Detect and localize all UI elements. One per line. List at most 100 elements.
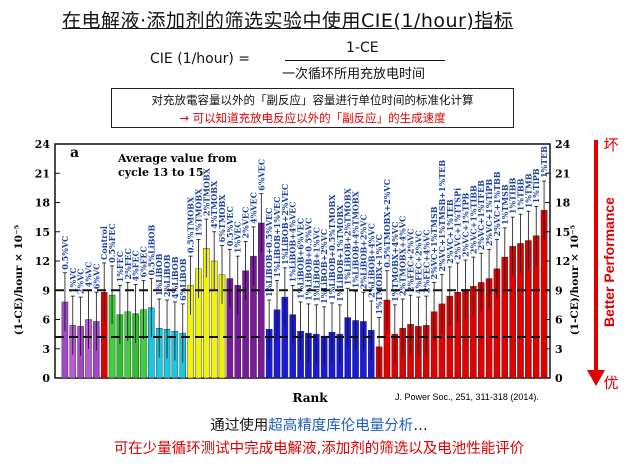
bar-label: 0.5%TMOBX [186, 196, 196, 253]
formula-denominator: 一次循环所用充放电时间 [282, 67, 426, 82]
y-tick-label-right: 3 [555, 343, 563, 356]
note-box: 对充放電容量以外的「副反应」容量进行单位时间的标准化计算 → 可以知道充放电反应… [111, 88, 514, 128]
bar-label: 1%LiBOB+4%VEC [288, 201, 298, 282]
bar-label: 1%LiBOB+1%TMOBX [335, 204, 345, 302]
page-title: 在电解液·添加剂的筛选实验中使用CIE(1/hour)指标 [62, 10, 514, 32]
footer-line2: 可在少量循环测试中完成电解液,添加剂的筛选以及电池性能评价 [113, 441, 525, 457]
x-axis-label: Rank [292, 391, 328, 405]
footer-suffix: … [413, 418, 428, 434]
y-tick-label-left: 9 [42, 284, 50, 297]
y-tick-label-left: 6 [42, 314, 50, 327]
bar-label: 2%VC+1%TBB [492, 171, 502, 236]
bar-label: 1%TMOBX [193, 188, 203, 237]
bar-label: 1%TBB [516, 178, 526, 211]
cie-bar-chart: 0.5%VC1%VC2%VC4%VC6%VC Control0.5%FEC1%FE… [13, 136, 619, 405]
bar-label: 1%LiBOB+0.5%VC [303, 218, 313, 301]
bar-label: 0.5%TMOBX+2%VC [382, 179, 392, 268]
chart-annotation-line2: cycle 13 to 15 [118, 166, 204, 179]
bar-label: 2%TMOBX [201, 167, 211, 216]
bar-label: 1%LiBOB+4%TMOBX [351, 190, 361, 288]
bar-label: 1%TEB [539, 146, 549, 178]
bar-label: 1%TMSB [500, 184, 510, 225]
bar-label: 1%TiPB [531, 168, 541, 203]
y-tick-label-right: 15 [555, 226, 570, 239]
footer-highlight: 超高精度库伦电量分析 [268, 418, 414, 434]
bar-label: 2%VC [76, 268, 86, 294]
y-tick-label-right: 6 [555, 314, 563, 327]
panel-label: a [70, 145, 79, 161]
bar-label: 2%VC+1%TFEB [476, 180, 486, 250]
y-tick-label-right: 9 [555, 284, 563, 297]
arrow-label: Better Performance [601, 197, 617, 327]
y-axis-label-left: (1-CE)/hour × 10⁻⁵ [13, 224, 25, 335]
footer-line1: 通过使用超高精度库伦电量分析… [0, 414, 638, 435]
bar-label: 1%TIBB [508, 178, 518, 215]
bar-label: 4%FEC+2%VC [413, 230, 423, 294]
note-line1: 对充放電容量以外的「副反应」容量进行单位时间的标准化计算 [151, 93, 474, 107]
bar-label: 1%VC [68, 267, 78, 293]
bar-label: 2%VC+1%TIBB [468, 185, 478, 254]
bar-label: 1%LiBOB [154, 253, 164, 296]
bar-label: 6%FEC [138, 246, 148, 277]
bar-label: 1%LiBOB+0.5%VEC [264, 208, 274, 297]
bar-label: 1%VEC [233, 221, 243, 253]
bar-label: 0.5%LiBOB [146, 224, 156, 275]
y-tick-label-left: 3 [42, 343, 50, 356]
bar-label: 4%TMOBX [209, 180, 219, 229]
better-performance-arrow: 坏 Better Performance 优 [587, 136, 619, 392]
bar-label: 6%TMOBX [217, 194, 227, 243]
y-tick-label-left: 15 [35, 226, 50, 239]
bar-label: 2%FEC+4%VC [421, 229, 431, 293]
bar-label: 4%VC [83, 262, 93, 288]
bar-label: 1%TMB [523, 173, 533, 208]
bar-label: 1%TMOBX+1%VC [374, 234, 384, 314]
fraction-bar [285, 60, 445, 61]
y-axis-label-right: (1-CE)/hour × 10⁻⁵ [569, 224, 581, 335]
citation: J. Power Soc., 251, 311-318 (2014). [395, 392, 539, 402]
bar-label: 0.5%VC [60, 236, 70, 270]
bar-label: 1%LiBOB+1%VC [311, 227, 321, 302]
y-tick-label-right: 0 [555, 372, 563, 385]
bar-label: Control [99, 226, 109, 260]
bar-label: 0.5%FEC [107, 223, 117, 263]
bar-label: 2%LiBOB+2%VC [358, 214, 368, 289]
bar-label: 0.5%VEC [225, 206, 235, 246]
bar-label: 1%LiBOB+2%TMOBX [343, 187, 353, 285]
bar-label: 2%VC+1%TTSPi [453, 188, 463, 260]
y-tick-label-right: 18 [555, 197, 571, 210]
bar-label: 1%LiBOB+1%VEC [272, 196, 282, 277]
bar-label: 2%FEC [123, 248, 133, 279]
bar-label: 6%VEC [256, 159, 266, 191]
bar-label: 2%VC+1%TPB [461, 192, 471, 257]
bar-label: 6%VC [91, 263, 101, 289]
bar-label: 2%VC+1%TEB [445, 199, 455, 264]
arrow-bottom-label: 优 [603, 374, 618, 392]
y-tick-label-right: 24 [555, 138, 571, 151]
bar-label: 4%VEC [248, 192, 258, 224]
bar-label: 2%VEC [241, 207, 251, 239]
formula-lhs: CIE (1/hour) = [150, 51, 250, 67]
footer-prefix: 通过使用 [210, 418, 269, 434]
arrow-top-label: 坏 [603, 136, 618, 154]
y-tick-label-left: 0 [42, 372, 50, 385]
bar-label: 4%FEC [131, 250, 141, 281]
chart-annotation-line1: Average value from [117, 152, 237, 165]
note-line2: → 可以知道充放电反应以外的「副反应」的生成速度 [179, 111, 446, 125]
bar-label: 2%FEC+2%VC [406, 228, 416, 292]
bar-label: 2%LiBOB [162, 254, 172, 297]
bar-label: 1%LiBOB+2%VC [319, 229, 329, 304]
y-tick-label-right: 21 [555, 167, 570, 180]
bar-label: 2%TMOBX+4%VC [398, 216, 408, 296]
bar-label: 2%VC+1%TiPB [484, 179, 494, 247]
arrow-head [587, 370, 605, 386]
bar-label: 1%LiBOB+0.5%TMOBX [327, 194, 337, 300]
bar-label: 2%LiBOB+4%VC [366, 223, 376, 298]
y-tick-label-left: 24 [35, 138, 51, 151]
bar-label: 6%LiBOB [178, 258, 188, 301]
y-tick-label-left: 21 [35, 167, 50, 180]
y-tick-label-right: 12 [555, 255, 570, 268]
y-tick-label-left: 18 [35, 197, 51, 210]
bar-label: 1%TMOBX+4%VC [390, 222, 400, 302]
bar-label: 4%LiBOB [170, 256, 180, 299]
bar-label: 1%FEC [115, 251, 125, 282]
